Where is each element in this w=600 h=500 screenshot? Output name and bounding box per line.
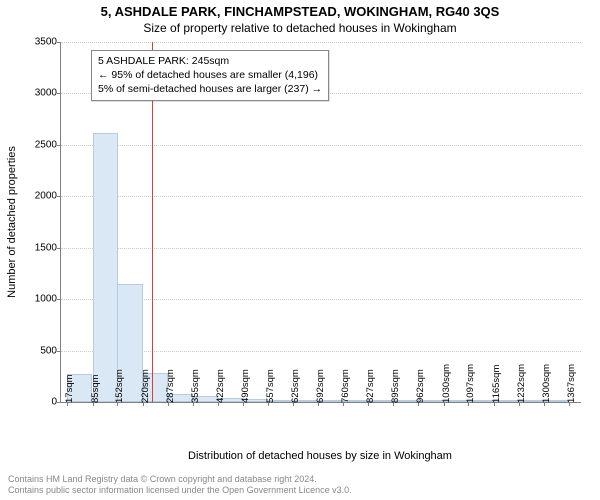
x-tick-label: 1097sqm	[465, 364, 476, 403]
x-tick-label: 692sqm	[315, 369, 326, 403]
x-tick-label: 355sqm	[190, 369, 201, 403]
x-tick-label: 17sqm	[64, 374, 75, 403]
y-tick-label: 3000	[19, 88, 57, 99]
x-tick-label: 962sqm	[415, 369, 426, 403]
y-tick-label: 3500	[19, 37, 57, 48]
x-tick-label: 625sqm	[290, 369, 301, 403]
y-tick-label: 2500	[19, 139, 57, 150]
annotation-line-2: 5% of semi-detached houses are larger (2…	[98, 82, 322, 96]
x-tick-label: 1030sqm	[441, 364, 452, 403]
y-tick-mark	[57, 196, 61, 197]
x-tick-label: 1367sqm	[566, 364, 577, 403]
y-axis-label: Number of detached properties	[6, 146, 18, 298]
x-tick-label: 557sqm	[265, 369, 276, 403]
x-tick-label: 287sqm	[165, 369, 176, 403]
annotation-box: 5 ASHDALE PARK: 245sqm← 95% of detached …	[91, 50, 329, 101]
y-gridline	[61, 196, 581, 197]
property-size-histogram: 5, ASHDALE PARK, FINCHAMPSTEAD, WOKINGHA…	[0, 0, 600, 500]
y-tick-mark	[57, 248, 61, 249]
y-tick-label: 1000	[19, 294, 57, 305]
x-tick-label: 422sqm	[215, 369, 226, 403]
x-tick-label: 85sqm	[90, 374, 101, 403]
x-tick-label: 490sqm	[240, 369, 251, 403]
y-tick-mark	[57, 42, 61, 43]
footer-line-2: Contains public sector information licen…	[8, 485, 352, 495]
x-tick-label: 1232sqm	[516, 364, 527, 403]
y-tick-label: 2000	[19, 191, 57, 202]
y-tick-mark	[57, 402, 61, 403]
chart-footer: Contains HM Land Registry data © Crown c…	[8, 474, 352, 497]
y-gridline	[61, 248, 581, 249]
x-tick-label: 760sqm	[340, 369, 351, 403]
x-tick-label: 152sqm	[114, 369, 125, 403]
y-tick-mark	[57, 351, 61, 352]
y-gridline	[61, 145, 581, 146]
annotation-line-1: ← 95% of detached houses are smaller (4,…	[98, 68, 322, 82]
y-tick-mark	[57, 299, 61, 300]
x-tick-label: 220sqm	[140, 369, 151, 403]
y-tick-label: 500	[19, 345, 57, 356]
chart-title-main: 5, ASHDALE PARK, FINCHAMPSTEAD, WOKINGHA…	[0, 4, 600, 19]
x-tick-label: 1300sqm	[541, 364, 552, 403]
y-gridline	[61, 42, 581, 43]
plot-area: 050010001500200025003000350017sqm85sqm15…	[60, 42, 581, 403]
x-tick-label: 827sqm	[365, 369, 376, 403]
chart-title-sub: Size of property relative to detached ho…	[0, 21, 600, 35]
histogram-bar	[93, 133, 118, 402]
y-tick-label: 0	[19, 397, 57, 408]
annotation-line-0: 5 ASHDALE PARK: 245sqm	[98, 54, 322, 68]
x-axis-label: Distribution of detached houses by size …	[60, 450, 580, 462]
x-tick-label: 1165sqm	[491, 365, 502, 403]
x-tick-label: 895sqm	[390, 369, 401, 403]
footer-line-1: Contains HM Land Registry data © Crown c…	[8, 474, 317, 484]
y-tick-mark	[57, 145, 61, 146]
y-tick-label: 1500	[19, 242, 57, 253]
y-tick-mark	[57, 93, 61, 94]
